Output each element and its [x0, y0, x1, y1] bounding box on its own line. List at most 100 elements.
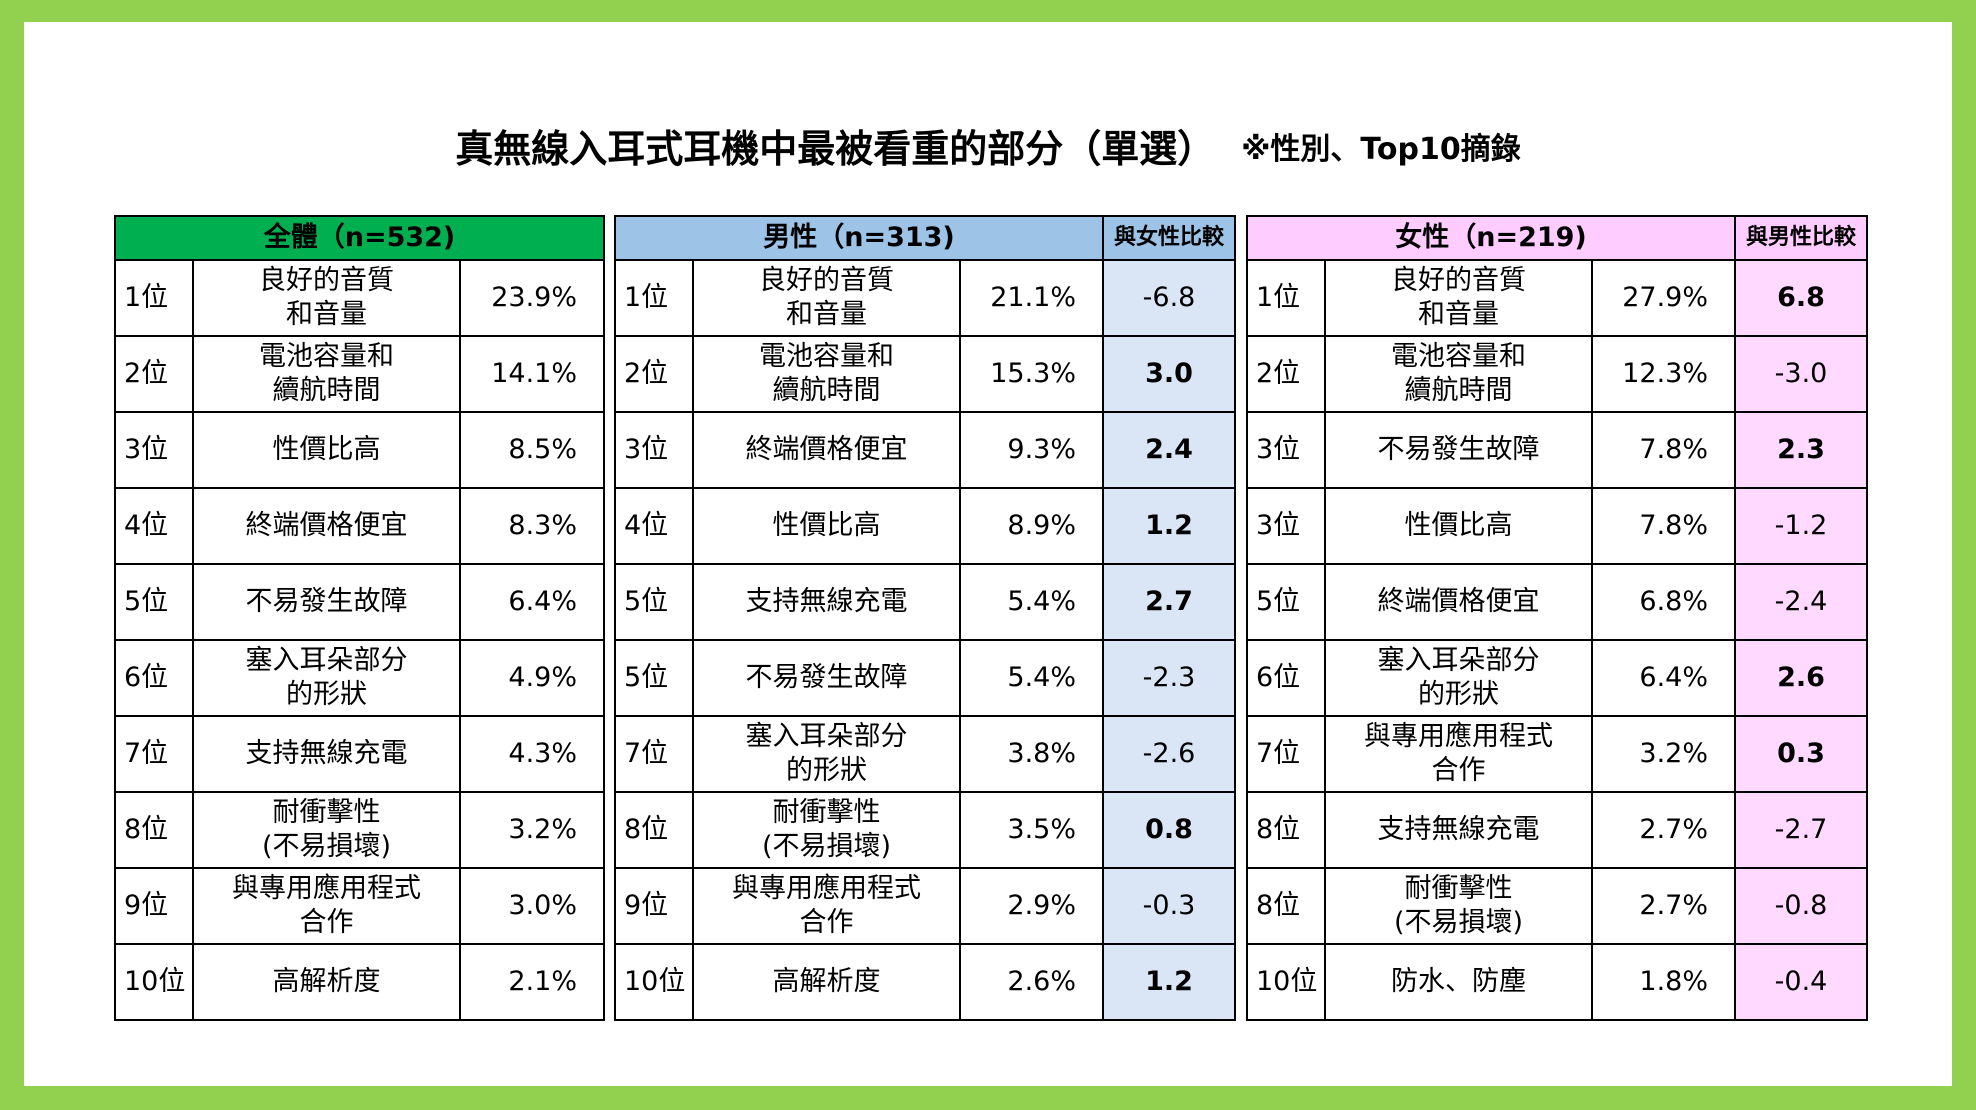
percent-cell: 3.5%: [959, 791, 1104, 869]
table-row: 1位 良好的音質 和音量 21.1% -6.8: [614, 259, 1236, 337]
item-label: 性價比高: [772, 510, 881, 541]
difference-cell: -3.0: [1734, 335, 1868, 413]
table-row: 4位 性價比高 8.9% 1.2: [614, 487, 1236, 565]
item-cell: 良好的音質 和音量: [1324, 259, 1593, 337]
table-row: 8位 耐衝擊性 (不易損壞) 2.7% -0.8: [1246, 867, 1868, 945]
item-label: 續航時間: [1404, 375, 1513, 406]
table-row: 4位 終端價格便宜 8.3%: [114, 487, 605, 565]
item-label: 塞入耳朵部分: [745, 721, 908, 752]
percent-cell: 27.9%: [1591, 259, 1736, 337]
item-cell: 性價比高: [192, 411, 461, 489]
rank-cell: 6位: [1246, 639, 1326, 717]
item-label: 塞入耳朵部分: [245, 645, 408, 676]
percent-cell: 1.8%: [1591, 943, 1736, 1021]
table-row: 2位 電池容量和 續航時間 14.1%: [114, 335, 605, 413]
difference-cell: -0.3: [1102, 867, 1236, 945]
table-row: 3位 性價比高 8.5%: [114, 411, 605, 489]
difference-cell: -2.6: [1102, 715, 1236, 793]
item-cell: 支持無線充電: [1324, 791, 1593, 869]
female-table: 女性（n=219) 與男性比較 1位 良好的音質 和音量 27.9% 6.8 2位 電池容量…: [1246, 215, 1868, 1021]
item-cell: 不易發生故障: [192, 563, 461, 641]
difference-cell: -0.8: [1734, 867, 1868, 945]
item-label: 續航時間: [272, 375, 381, 406]
table-row: 6位 塞入耳朵部分 的形狀 6.4% 2.6: [1246, 639, 1868, 717]
rank-cell: 8位: [114, 791, 194, 869]
item-label: (不易損壞): [261, 831, 392, 862]
item-cell: 耐衝擊性 (不易損壞): [192, 791, 461, 869]
item-cell: 與專用應用程式 合作: [692, 867, 961, 945]
item-label: 電池容量和: [259, 341, 394, 372]
item-label: 合作: [299, 907, 354, 938]
percent-cell: 8.3%: [459, 487, 605, 565]
rank-cell: 5位: [114, 563, 194, 641]
rank-cell: 1位: [114, 259, 194, 337]
rank-cell: 3位: [614, 411, 694, 489]
rank-cell: 1位: [1246, 259, 1326, 337]
difference-cell: -0.4: [1734, 943, 1868, 1021]
item-label: 支持無線充電: [745, 586, 908, 617]
item-label: 和音量: [786, 299, 867, 330]
item-cell: 耐衝擊性 (不易損壞): [1324, 867, 1593, 945]
percent-cell: 7.8%: [1591, 487, 1736, 565]
item-cell: 與專用應用程式 合作: [1324, 715, 1593, 793]
female-header: 女性（n=219): [1246, 215, 1736, 261]
rank-cell: 5位: [1246, 563, 1326, 641]
item-label: 塞入耳朵部分: [1377, 645, 1540, 676]
overall-header: 全體（n=532): [114, 215, 605, 261]
table-row: 5位 支持無線充電 5.4% 2.7: [614, 563, 1236, 641]
item-label: 和音量: [286, 299, 367, 330]
item-label: 耐衝擊性: [1404, 873, 1513, 904]
rank-cell: 9位: [114, 867, 194, 945]
percent-cell: 12.3%: [1591, 335, 1736, 413]
item-label: 性價比高: [1404, 510, 1513, 541]
item-label: 防水、防塵: [1391, 966, 1526, 997]
female-compare-header: 與男性比較: [1734, 215, 1868, 261]
percent-cell: 3.2%: [459, 791, 605, 869]
rank-cell: 10位: [614, 943, 694, 1021]
percent-cell: 9.3%: [959, 411, 1104, 489]
percent-cell: 2.7%: [1591, 791, 1736, 869]
rank-cell: 9位: [614, 867, 694, 945]
item-label: 與專用應用程式: [1364, 721, 1553, 752]
item-label: 的形狀: [1418, 679, 1499, 710]
item-label: 電池容量和: [759, 341, 894, 372]
title-note: ※性別、Top10摘錄: [1241, 131, 1521, 167]
item-label: 續航時間: [772, 375, 881, 406]
percent-cell: 14.1%: [459, 335, 605, 413]
table-row: 5位 不易發生故障 5.4% -2.3: [614, 639, 1236, 717]
table-row: 9位 與專用應用程式 合作 2.9% -0.3: [614, 867, 1236, 945]
percent-cell: 2.9%: [959, 867, 1104, 945]
percent-cell: 15.3%: [959, 335, 1104, 413]
male-compare-header: 與女性比較: [1102, 215, 1236, 261]
table-row: 8位 支持無線充電 2.7% -2.7: [1246, 791, 1868, 869]
table-row: 3位 不易發生故障 7.8% 2.3: [1246, 411, 1868, 489]
rank-cell: 2位: [614, 335, 694, 413]
item-label: 與專用應用程式: [232, 873, 421, 904]
difference-cell: 2.4: [1102, 411, 1236, 489]
difference-cell: 6.8: [1734, 259, 1868, 337]
overall-table: 全體（n=532) 1位 良好的音質 和音量 23.9% 2位 電池容量和 續航時間 14.1…: [114, 215, 605, 1021]
item-cell: 不易發生故障: [1324, 411, 1593, 489]
item-label: 電池容量和: [1391, 341, 1526, 372]
item-label: 合作: [1431, 755, 1486, 786]
rank-cell: 3位: [1246, 411, 1326, 489]
item-cell: 終端價格便宜: [192, 487, 461, 565]
item-cell: 支持無線充電: [692, 563, 961, 641]
item-cell: 塞入耳朵部分 的形狀: [692, 715, 961, 793]
rank-cell: 4位: [114, 487, 194, 565]
difference-cell: 2.7: [1102, 563, 1236, 641]
item-cell: 防水、防塵: [1324, 943, 1593, 1021]
male-header: 男性（n=313): [614, 215, 1104, 261]
item-label: 高解析度: [272, 966, 381, 997]
table-row: 5位 不易發生故障 6.4%: [114, 563, 605, 641]
item-cell: 電池容量和 續航時間: [1324, 335, 1593, 413]
item-cell: 與專用應用程式 合作: [192, 867, 461, 945]
percent-cell: 21.1%: [959, 259, 1104, 337]
difference-cell: 0.8: [1102, 791, 1236, 869]
item-label: 的形狀: [786, 755, 867, 786]
item-cell: 終端價格便宜: [1324, 563, 1593, 641]
difference-cell: 3.0: [1102, 335, 1236, 413]
rank-cell: 7位: [114, 715, 194, 793]
difference-cell: -6.8: [1102, 259, 1236, 337]
difference-cell: -2.4: [1734, 563, 1868, 641]
